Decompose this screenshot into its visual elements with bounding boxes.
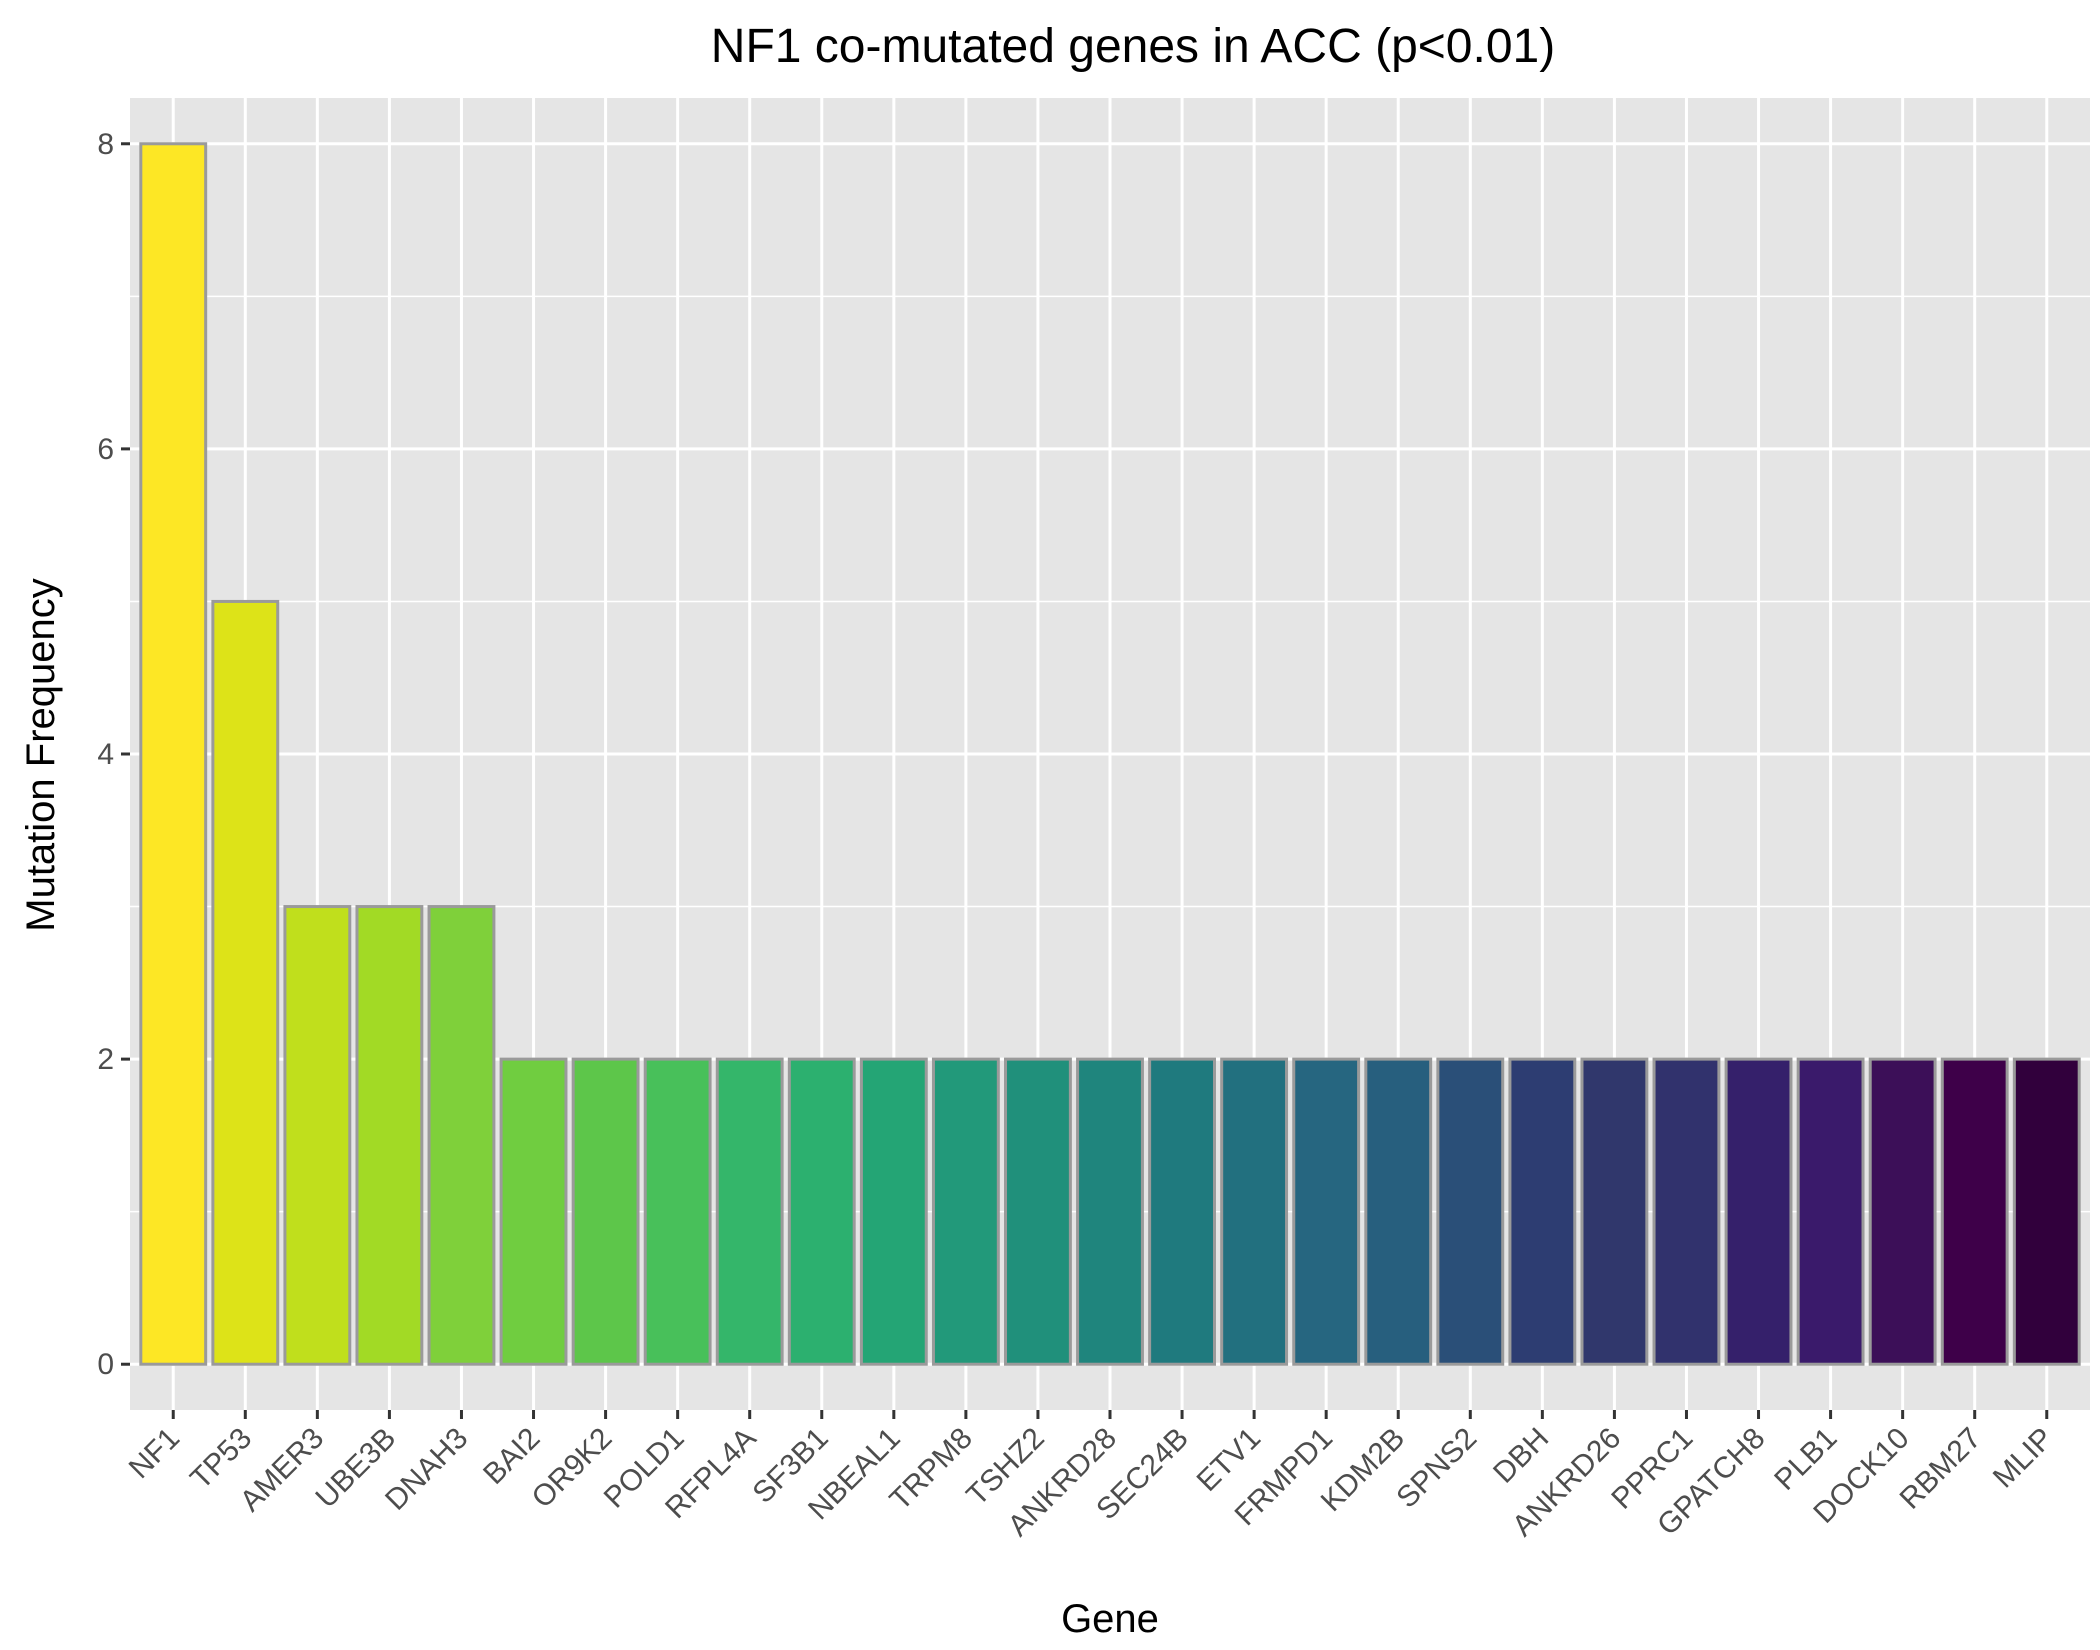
bar-tshz2 <box>1004 1057 1072 1366</box>
bar-ankrd28 <box>1076 1057 1144 1366</box>
bar-gpatch8 <box>1724 1057 1793 1366</box>
bar-amer3 <box>283 905 352 1366</box>
bar-dnah3 <box>427 905 496 1366</box>
x-tick-label: NF1 <box>123 1422 186 1485</box>
bar-sec24b <box>1148 1057 1216 1366</box>
y-tick-label: 8 <box>97 128 114 161</box>
bar-sf3b1 <box>787 1057 856 1366</box>
bar-frmpd1 <box>1292 1057 1361 1366</box>
bar-pold1 <box>643 1057 712 1366</box>
bar-tp53 <box>211 599 280 1366</box>
chart-title: NF1 co-mutated genes in ACC (p<0.01) <box>711 20 1555 73</box>
bar-plb1 <box>1796 1057 1865 1366</box>
y-tick-label: 4 <box>97 738 114 771</box>
x-axis-title: Gene <box>1061 1597 1159 1641</box>
bar-nf1 <box>139 142 208 1366</box>
x-tick-label: SPNS2 <box>1390 1422 1483 1515</box>
bar-dock10 <box>1868 1057 1937 1366</box>
x-tick-label: OR9K2 <box>526 1422 619 1515</box>
bar-spns2 <box>1436 1057 1505 1366</box>
y-axis-title: Mutation Frequency <box>19 578 63 932</box>
x-tick-label: RBM27 <box>1894 1422 1988 1516</box>
bar-kdm2b <box>1364 1057 1433 1366</box>
bar-pprc1 <box>1652 1057 1721 1366</box>
x-tick-label: DNAH3 <box>379 1422 474 1517</box>
bar-trpm8 <box>931 1057 1000 1366</box>
bar-bai2 <box>499 1057 568 1366</box>
y-tick-label: 6 <box>97 433 114 466</box>
y-tick-label: 2 <box>97 1043 114 1076</box>
bar-ankrd26 <box>1580 1057 1649 1366</box>
bar-rfpl4a <box>715 1057 784 1366</box>
bar-etv1 <box>1220 1057 1289 1366</box>
y-tick-label: 0 <box>97 1348 114 1381</box>
y-axis: 0 2 4 6 8 <box>97 128 130 1381</box>
x-tick-label: MLIP <box>1987 1422 2060 1495</box>
bar-ube3b <box>355 905 424 1366</box>
bar-dbh <box>1508 1057 1577 1366</box>
bars <box>139 142 2081 1366</box>
bar-or9k2 <box>571 1057 640 1366</box>
bar-mlip <box>2012 1057 2081 1366</box>
bar-nbeal1 <box>859 1057 928 1366</box>
bar-rbm27 <box>1940 1057 2009 1366</box>
x-tick-label: TRPM8 <box>884 1422 979 1517</box>
